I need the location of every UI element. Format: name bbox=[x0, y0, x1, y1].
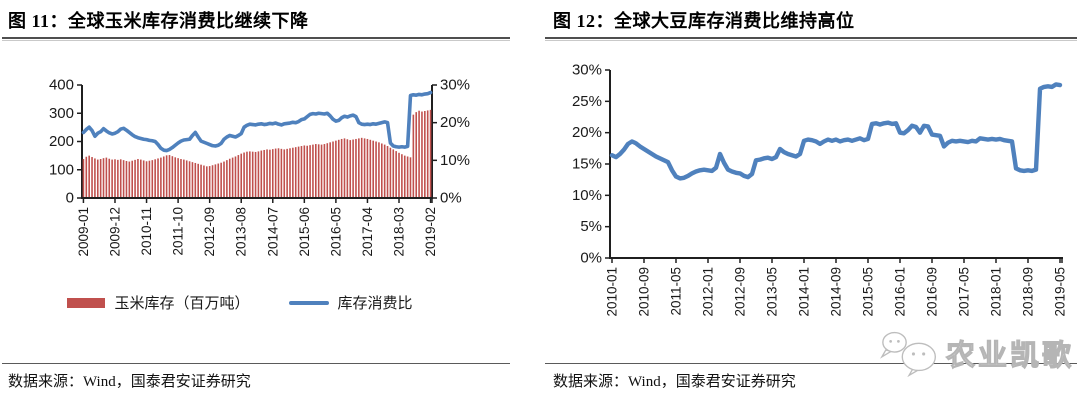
corn-chart-legend: 玉米库存（百万吨） 库存消费比 bbox=[0, 292, 480, 313]
svg-text:10%: 10% bbox=[572, 187, 602, 204]
figure-11-title: 图 11：全球玉米库存消费比继续下降 bbox=[8, 11, 309, 31]
svg-text:2019-05: 2019-05 bbox=[1053, 267, 1068, 317]
figure-12-panel: 图 12：全球大豆库存消费比维持高位 30% 25% 20% 15% 10% 5% 0% 20… bbox=[540, 0, 1080, 400]
svg-text:300: 300 bbox=[49, 105, 74, 122]
svg-text:2011-05: 2011-05 bbox=[669, 267, 684, 316]
svg-text:2011-10: 2011-10 bbox=[171, 207, 186, 256]
svg-text:200: 200 bbox=[49, 133, 74, 150]
figure-12-source: 数据来源：Wind，国泰君安证券研究 bbox=[553, 374, 796, 390]
stock-use-ratio-legend-label: 库存消费比 bbox=[337, 295, 413, 312]
svg-text:0%: 0% bbox=[580, 250, 602, 267]
svg-text:2010-01: 2010-01 bbox=[605, 267, 620, 317]
corn-inventory-legend-swatch bbox=[67, 297, 106, 308]
watermark-text: 农业凯歌 bbox=[945, 339, 1075, 372]
svg-text:2012-01: 2012-01 bbox=[701, 267, 716, 317]
svg-text:15%: 15% bbox=[572, 156, 602, 173]
svg-text:2016-01: 2016-01 bbox=[893, 267, 908, 317]
figure-11-source: 数据来源：Wind，国泰君安证券研究 bbox=[8, 374, 251, 390]
figure-11-bottom-rule bbox=[2, 363, 510, 364]
svg-text:25%: 25% bbox=[572, 93, 602, 110]
svg-text:2018-09: 2018-09 bbox=[1021, 267, 1036, 317]
svg-text:5%: 5% bbox=[580, 218, 602, 235]
svg-text:2018-03: 2018-03 bbox=[392, 207, 407, 257]
svg-text:30%: 30% bbox=[440, 77, 470, 94]
chat-bubbles-icon bbox=[880, 331, 936, 377]
svg-text:2015-06: 2015-06 bbox=[297, 207, 312, 257]
figure-11-title-rule bbox=[2, 37, 510, 41]
svg-text:2013-08: 2013-08 bbox=[234, 207, 249, 257]
svg-text:10%: 10% bbox=[440, 152, 470, 169]
svg-text:2017-04: 2017-04 bbox=[360, 207, 375, 257]
wechat-watermark: 农业凯歌 bbox=[878, 329, 1074, 377]
svg-text:20%: 20% bbox=[440, 114, 470, 131]
svg-text:2012-09: 2012-09 bbox=[202, 207, 217, 257]
svg-text:2014-09: 2014-09 bbox=[829, 267, 844, 317]
svg-text:30%: 30% bbox=[572, 62, 602, 79]
svg-text:2010-11: 2010-11 bbox=[139, 207, 154, 256]
svg-text:2016-09: 2016-09 bbox=[925, 267, 940, 317]
figure-12-title-rule bbox=[545, 37, 1077, 41]
svg-text:2014-01: 2014-01 bbox=[797, 267, 812, 317]
svg-text:2017-05: 2017-05 bbox=[957, 267, 972, 317]
svg-text:2014-07: 2014-07 bbox=[265, 207, 280, 257]
svg-text:400: 400 bbox=[49, 77, 74, 94]
svg-text:0%: 0% bbox=[440, 190, 462, 207]
svg-text:2010-09: 2010-09 bbox=[637, 267, 652, 317]
svg-text:2009-01: 2009-01 bbox=[76, 207, 91, 257]
svg-text:2019-02: 2019-02 bbox=[423, 207, 438, 257]
svg-text:2018-01: 2018-01 bbox=[989, 267, 1004, 317]
svg-text:2016-05: 2016-05 bbox=[328, 207, 343, 257]
corn-stock-chart: 400 300 200 100 0 30% 20% 10% 0% 2009-01 2009-12 20… bbox=[49, 77, 470, 257]
svg-text:2012-09: 2012-09 bbox=[733, 267, 748, 317]
svg-text:2009-12: 2009-12 bbox=[107, 207, 122, 257]
stock-use-ratio-legend-swatch bbox=[288, 300, 329, 305]
figure-11-panel: 图 11：全球玉米库存消费比继续下降 400 300 200 100 0 30% 20% 10… bbox=[0, 11, 510, 390]
svg-text:2015-05: 2015-05 bbox=[861, 267, 876, 317]
figure-12-bottom-rule bbox=[545, 363, 1077, 364]
svg-text:20%: 20% bbox=[572, 124, 602, 141]
corn-inventory-legend-label: 玉米库存（百万吨） bbox=[114, 295, 250, 312]
svg-text:100: 100 bbox=[49, 161, 74, 178]
figure-12-title: 图 12：全球大豆库存消费比维持高位 bbox=[553, 11, 855, 31]
svg-text:2013-05: 2013-05 bbox=[765, 267, 780, 317]
svg-text:0: 0 bbox=[66, 190, 74, 207]
